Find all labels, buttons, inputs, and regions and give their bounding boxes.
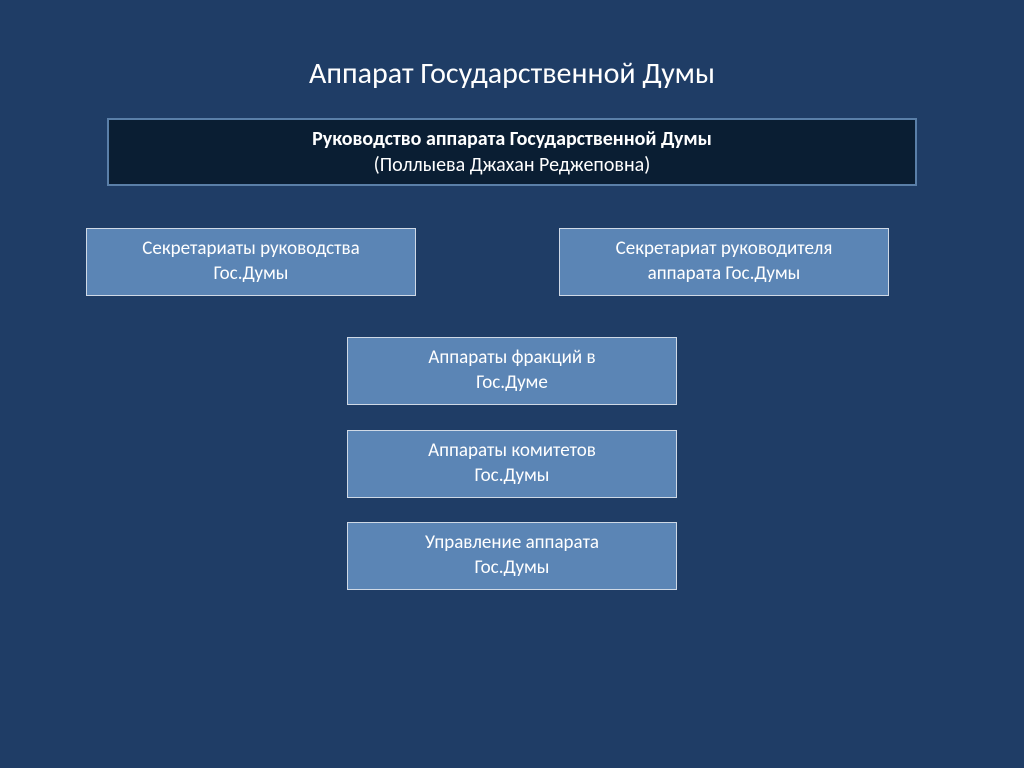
org-box-secretariats-leadership: Секретариаты руководстваГос.Думы [86,228,416,296]
header-box-subtitle: (Поллыева Джахан Реджеповна) [374,152,651,178]
org-box-line1: Секретариаты руководства [142,237,359,262]
org-box-line1: Аппараты фракций в [428,346,595,371]
org-box-line2: аппарата Гос.Думы [648,262,801,287]
org-box-line2: Гос.Думы [475,464,550,489]
org-box-secretariat-head-apparatus: Секретариат руководителяаппарата Гос.Дум… [559,228,889,296]
org-box-committee-apparatus: Аппараты комитетовГос.Думы [347,430,677,498]
org-box-line1: Аппараты комитетов [428,439,596,464]
org-box-line2: Гос.Думы [475,556,550,581]
org-box-line1: Управление аппарата [425,531,599,556]
org-box-faction-apparatus: Аппараты фракций вГос.Думе [347,337,677,405]
header-box-title: Руководство аппарата Государственной Дум… [312,126,712,152]
org-box-management-apparatus: Управление аппаратаГос.Думы [347,522,677,590]
org-box-line2: Гос.Думы [214,262,289,287]
org-box-line2: Гос.Думе [476,371,548,396]
header-box: Руководство аппарата Государственной Дум… [107,118,917,186]
slide-title: Аппарат Государственной Думы [0,55,1024,92]
slide-canvas: Аппарат Государственной Думы Руководство… [0,0,1024,768]
org-box-line1: Секретариат руководителя [616,237,833,262]
